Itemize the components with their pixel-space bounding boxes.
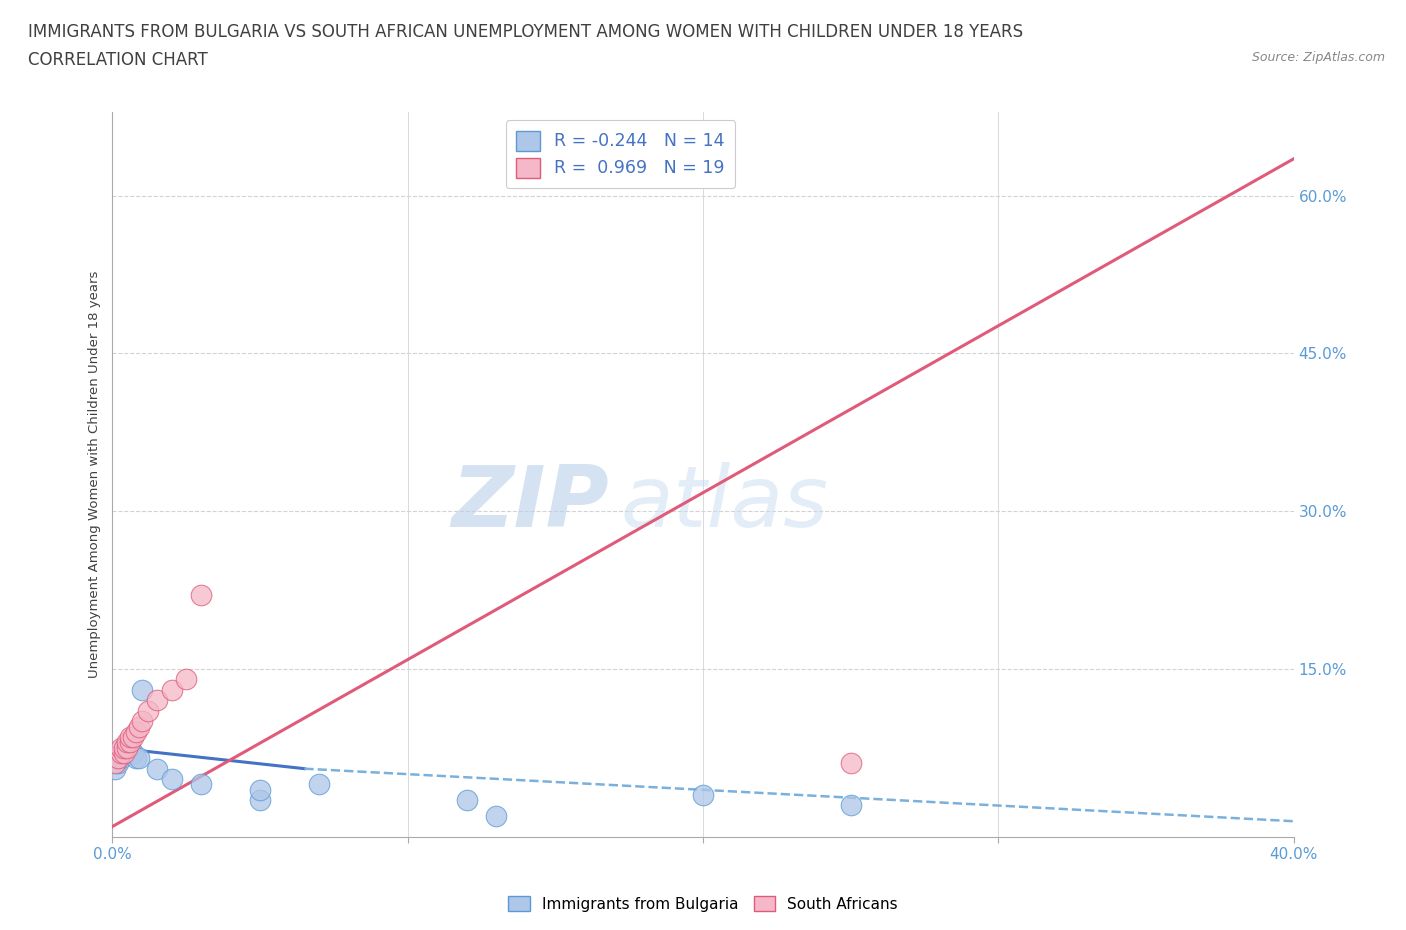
Point: [112, 746, 135, 761]
Text: atlas: atlas: [620, 462, 828, 545]
Point: [160, 683, 183, 698]
Point: [128, 719, 150, 734]
Text: ZIP: ZIP: [451, 462, 609, 545]
Point: [122, 730, 145, 745]
Point: [112, 740, 135, 755]
Point: [136, 703, 159, 718]
Point: [692, 788, 714, 803]
Point: [117, 740, 138, 755]
Point: [120, 730, 142, 745]
Point: [146, 762, 169, 777]
Point: [249, 782, 271, 797]
Legend: R = -0.244   N = 14, R =  0.969   N = 19: R = -0.244 N = 14, R = 0.969 N = 19: [506, 120, 735, 188]
Point: [122, 746, 145, 761]
Point: [190, 588, 212, 603]
Point: [190, 777, 212, 791]
Point: [107, 751, 129, 765]
Point: [112, 740, 135, 755]
Point: [128, 751, 150, 765]
Point: [174, 671, 197, 686]
Point: [104, 762, 127, 777]
Point: [107, 751, 129, 765]
Point: [456, 792, 478, 807]
Point: [110, 746, 132, 761]
Point: [131, 714, 153, 729]
Point: [107, 756, 129, 771]
Point: [117, 735, 138, 750]
Point: [308, 777, 330, 791]
Point: [112, 746, 135, 761]
Point: [249, 792, 271, 807]
Point: [117, 746, 138, 761]
Point: [104, 756, 127, 771]
Y-axis label: Unemployment Among Women with Children Under 18 years: Unemployment Among Women with Children U…: [89, 271, 101, 678]
Point: [131, 683, 153, 698]
Legend: Immigrants from Bulgaria, South Africans: Immigrants from Bulgaria, South Africans: [502, 889, 904, 918]
Point: [485, 808, 508, 823]
Point: [125, 724, 148, 739]
Point: [160, 772, 183, 787]
Point: [110, 740, 132, 755]
Point: [110, 751, 132, 765]
Point: [146, 693, 169, 708]
Text: CORRELATION CHART: CORRELATION CHART: [28, 51, 208, 69]
Text: IMMIGRANTS FROM BULGARIA VS SOUTH AFRICAN UNEMPLOYMENT AMONG WOMEN WITH CHILDREN: IMMIGRANTS FROM BULGARIA VS SOUTH AFRICA…: [28, 23, 1024, 41]
Point: [120, 740, 142, 755]
Point: [125, 751, 148, 765]
Point: [120, 735, 142, 750]
Text: Source: ZipAtlas.com: Source: ZipAtlas.com: [1251, 51, 1385, 64]
Point: [110, 746, 132, 761]
Point: [839, 756, 862, 771]
Point: [839, 798, 862, 813]
Point: [117, 740, 138, 755]
